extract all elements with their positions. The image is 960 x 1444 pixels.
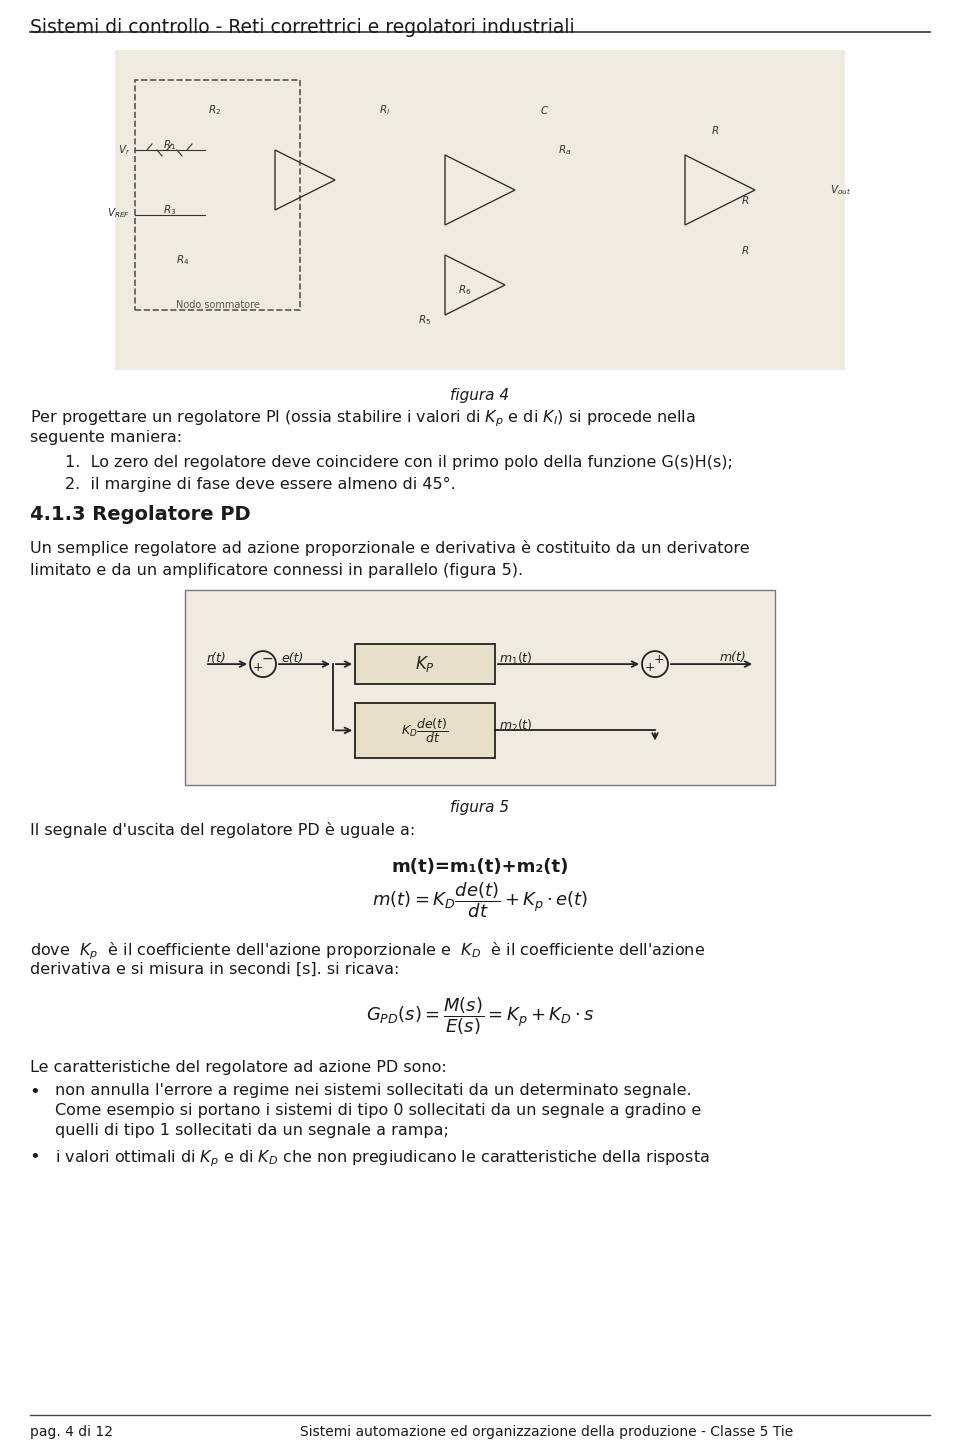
Text: m(t)=m₁(t)+m₂(t): m(t)=m₁(t)+m₂(t) [392,858,568,877]
Text: $R_6$: $R_6$ [458,283,471,297]
Text: $V_r$: $V_r$ [117,143,130,157]
Text: $V_{REF}$: $V_{REF}$ [107,206,130,219]
Text: $R$: $R$ [711,124,719,136]
Text: $V_{out}$: $V_{out}$ [830,183,852,196]
Text: +: + [645,660,656,673]
Text: $m_1(t)$: $m_1(t)$ [499,651,533,667]
Text: $R_4$: $R_4$ [177,253,190,267]
Text: −: − [261,653,273,666]
Text: Sistemi di controllo - Reti correttrici e regolatori industriali: Sistemi di controllo - Reti correttrici … [30,17,575,38]
Text: $R$: $R$ [741,244,749,256]
Text: limitato e da un amplificatore connessi in parallelo (figura 5).: limitato e da un amplificatore connessi … [30,563,523,578]
Bar [185,591,775,786]
Text: $R$: $R$ [741,193,749,206]
Text: $C$: $C$ [540,104,550,116]
Text: $G_{PD}(s) = \dfrac{M(s)}{E(s)} = K_p + K_D \cdot s$: $G_{PD}(s) = \dfrac{M(s)}{E(s)} = K_p + … [366,995,594,1037]
Text: quelli di tipo 1 sollecitati da un segnale a rampa;: quelli di tipo 1 sollecitati da un segna… [55,1123,449,1138]
Text: m(t): m(t) [720,651,747,664]
Text: e(t): e(t) [281,653,303,666]
Text: $R_a$: $R_a$ [559,143,571,157]
Text: non annulla l'errore a regime nei sistemi sollecitati da un determinato segnale.: non annulla l'errore a regime nei sistem… [55,1083,691,1097]
Text: Come esempio si portano i sistemi di tipo 0 sollecitati da un segnale a gradino : Come esempio si portano i sistemi di tip… [55,1103,701,1118]
Text: $R_5$: $R_5$ [419,313,432,326]
Text: derivativa e si misura in secondi [s]. si ricava:: derivativa e si misura in secondi [s]. s… [30,962,399,978]
Text: i valori ottimali di $K_p$ e di $K_D$ che non pregiudicano le caratteristiche de: i valori ottimali di $K_p$ e di $K_D$ ch… [55,1148,709,1168]
Text: Il segnale d'uscita del regolatore PD è uguale a:: Il segnale d'uscita del regolatore PD è … [30,822,416,838]
Text: seguente maniera:: seguente maniera: [30,430,182,445]
Bar [115,51,845,370]
Text: 4.1.3 Regolatore PD: 4.1.3 Regolatore PD [30,505,251,524]
Text: $m(t) = K_D \dfrac{de(t)}{dt} + K_p \cdot e(t)$: $m(t) = K_D \dfrac{de(t)}{dt} + K_p \cdo… [372,879,588,920]
Text: +: + [252,660,263,673]
Bar [355,703,495,758]
Text: +: + [654,653,664,666]
Text: $K_P$: $K_P$ [415,654,435,674]
Text: r(t): r(t) [207,653,227,666]
Text: $R_2$: $R_2$ [208,103,222,117]
Text: Per progettare un regolatore PI (ossia stabilire i valori di $K_p$ e di $K_I$) s: Per progettare un regolatore PI (ossia s… [30,409,696,429]
Text: $K_D \dfrac{de(t)}{dt}$: $K_D \dfrac{de(t)}{dt}$ [401,716,448,745]
Text: Sistemi automazione ed organizzazione della produzione - Classe 5 Tie: Sistemi automazione ed organizzazione de… [300,1425,793,1440]
Text: •: • [30,1083,40,1100]
Text: pag. 4 di 12: pag. 4 di 12 [30,1425,113,1440]
Text: figura 5: figura 5 [450,800,510,814]
Text: $R_3$: $R_3$ [163,204,177,217]
Bar [355,644,495,684]
Text: $R_1$: $R_1$ [163,139,177,152]
Text: $R_l$: $R_l$ [379,103,391,117]
Text: figura 4: figura 4 [450,388,510,403]
Text: 1.  Lo zero del regolatore deve coincidere con il primo polo della funzione G(s): 1. Lo zero del regolatore deve coincider… [65,455,732,469]
Text: •: • [30,1148,40,1165]
Text: Nodo sommatore: Nodo sommatore [176,300,259,310]
Text: Le caratteristiche del regolatore ad azione PD sono:: Le caratteristiche del regolatore ad azi… [30,1060,446,1074]
Text: $m_2(t)$: $m_2(t)$ [499,718,533,734]
Text: dove  $K_p$  è il coefficiente dell'azione proporzionale e  $K_D$  è il coeffici: dove $K_p$ è il coefficiente dell'azione… [30,940,705,962]
Text: 2.  il margine di fase deve essere almeno di 45°.: 2. il margine di fase deve essere almeno… [65,477,456,492]
Bar [135,79,300,310]
Text: Un semplice regolatore ad azione proporzionale e derivativa è costituito da un d: Un semplice regolatore ad azione proporz… [30,540,750,556]
